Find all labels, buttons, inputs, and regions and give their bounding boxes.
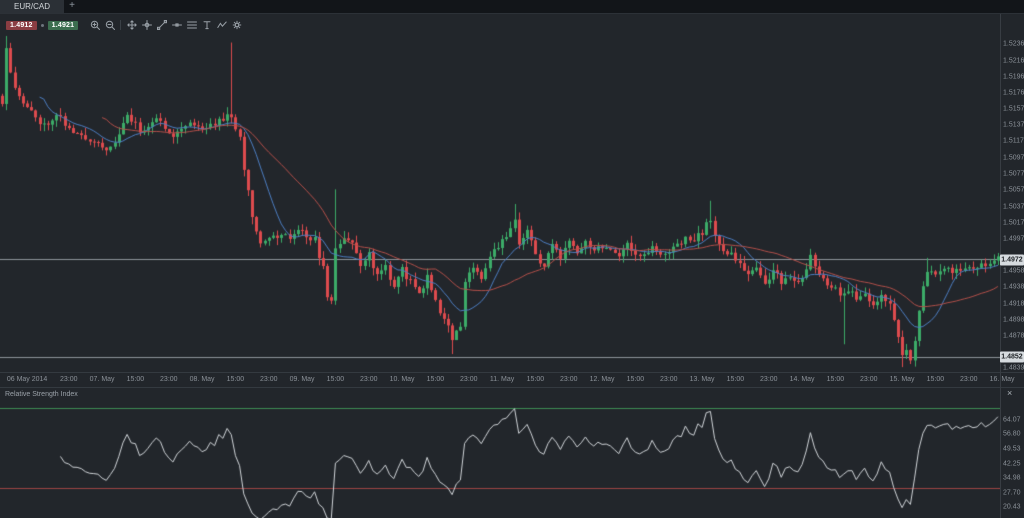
time-axis-label: 14. May bbox=[789, 376, 815, 383]
time-axis-label: 23:00 bbox=[660, 376, 678, 383]
price-axis-label: 1.5196 bbox=[1003, 73, 1024, 81]
time-axis-label: 15:00 bbox=[526, 376, 545, 383]
time-axis-label: 10. May bbox=[389, 376, 415, 383]
time-axis-label: 06 May 2014 bbox=[6, 376, 48, 383]
chart-tab-bar: EUR/CAD + bbox=[0, 0, 1024, 14]
time-axis-label: 13. May bbox=[689, 376, 715, 383]
ask-price-badge[interactable]: 1.4921 bbox=[47, 20, 79, 30]
indicators-icon[interactable] bbox=[215, 19, 228, 31]
time-axis-label: 23:00 bbox=[460, 376, 478, 383]
time-axis-label: 15:00 bbox=[926, 376, 945, 383]
settings-icon[interactable] bbox=[230, 19, 243, 31]
rsi-axis-label: 56.80 bbox=[1003, 430, 1021, 438]
time-axis-label: 15:00 bbox=[626, 376, 645, 383]
time-axis-label: 15:00 bbox=[126, 376, 145, 383]
price-axis-label: 1.4839 bbox=[1003, 364, 1024, 372]
price-axis-label: 1.5017 bbox=[1003, 219, 1024, 227]
zoom-out-icon[interactable] bbox=[103, 19, 116, 31]
price-axis-label: 1.5216 bbox=[1003, 57, 1024, 64]
time-axis-label: 15:00 bbox=[226, 376, 245, 383]
time-axis-label: 12. May bbox=[589, 376, 615, 383]
bid-price-badge[interactable]: 1.4912 bbox=[6, 20, 37, 30]
price-axis-label: 1.5057 bbox=[1003, 186, 1024, 194]
price-axis-label: 1.5137 bbox=[1003, 121, 1024, 129]
rsi-axis-label: 34.98 bbox=[1003, 474, 1021, 482]
price-axis-label: 1.5176 bbox=[1003, 89, 1024, 97]
price-axis-label: 1.4878 bbox=[1003, 332, 1024, 340]
fibonacci-icon[interactable] bbox=[185, 19, 198, 31]
price-axis-label: 1.4958 bbox=[1003, 267, 1024, 275]
rsi-close-button[interactable]: × bbox=[1007, 388, 1013, 398]
time-axis-label: 11. May bbox=[489, 376, 515, 383]
rsi-title: Relative Strength Index bbox=[5, 391, 78, 398]
price-axis-label: 1.5236 bbox=[1003, 40, 1024, 48]
crosshair-icon[interactable] bbox=[140, 19, 153, 31]
rsi-axis-label: 42.25 bbox=[1003, 460, 1021, 467]
rsi-axis-label: 20.43 bbox=[1003, 503, 1021, 511]
time-axis-label: 23:00 bbox=[860, 376, 878, 383]
chart-toolbar-tools bbox=[88, 19, 243, 31]
time-axis-label: 15:00 bbox=[826, 376, 845, 383]
price-axis-label: 1.5117 bbox=[1003, 137, 1024, 145]
spread-dot-icon bbox=[40, 23, 44, 27]
horizontal-line-icon[interactable] bbox=[170, 19, 183, 31]
price-axis-label: 1.4938 bbox=[1003, 283, 1024, 291]
price-axis[interactable]: 1.5236 1.5216 1.5196 1.5176 1.5157 1.5137 1.51… bbox=[1001, 14, 1024, 372]
rsi-axis-label: 27.70 bbox=[1003, 489, 1021, 497]
time-axis-label: 08. May bbox=[189, 376, 215, 383]
time-axis-label: 15:00 bbox=[726, 376, 745, 383]
time-axis-label: 23:00 bbox=[960, 376, 978, 383]
price-axis-label: 1.5097 bbox=[1003, 154, 1024, 161]
time-axis-label: 23:00 bbox=[560, 376, 578, 383]
pan-icon[interactable] bbox=[125, 19, 138, 31]
price-chart-canvas[interactable] bbox=[0, 14, 1000, 372]
time-axis-label: 23:00 bbox=[760, 376, 778, 383]
rsi-axis[interactable]: 64.07 56.80 49.53 42.25 34.98 27.70 20.43 bbox=[1001, 388, 1024, 518]
text-tool-icon[interactable] bbox=[200, 19, 213, 31]
time-axis-label: 09. May bbox=[289, 376, 315, 383]
time-axis-label: 23:00 bbox=[160, 376, 178, 383]
current-price-badge: 1.4972 bbox=[1000, 254, 1024, 265]
time-axis-label: 23:00 bbox=[360, 376, 378, 383]
rsi-axis-label: 49.53 bbox=[1003, 445, 1021, 453]
price-level-badge: 1.4852 bbox=[1000, 351, 1024, 363]
price-axis-label: 1.5037 bbox=[1003, 203, 1024, 210]
rsi-axis-label: 64.07 bbox=[1003, 416, 1021, 424]
axis-separator bbox=[1000, 14, 1001, 518]
time-axis-label: 15. May bbox=[889, 376, 915, 383]
time-axis-label: 07. May bbox=[89, 376, 115, 383]
price-axis-label: 1.5157 bbox=[1003, 105, 1024, 113]
toolbar-separator bbox=[120, 20, 122, 30]
chart-tab-label: EUR/CAD bbox=[14, 2, 51, 11]
chart-tab-eurcad[interactable]: EUR/CAD bbox=[0, 0, 65, 13]
time-axis[interactable]: 06 May 2014 23:00 07. May 15:00 23:00 08. May… bbox=[0, 372, 1024, 388]
price-axis-label: 1.5077 bbox=[1003, 170, 1024, 178]
time-axis-label: 23:00 bbox=[260, 376, 278, 383]
trendline-icon[interactable] bbox=[155, 19, 168, 31]
new-tab-button[interactable]: + bbox=[69, 0, 75, 11]
zoom-in-icon[interactable] bbox=[88, 19, 101, 31]
price-axis-label: 1.4997 bbox=[1003, 235, 1024, 243]
chart-toolbar: 1.4912 1.4921 bbox=[6, 19, 243, 31]
rsi-canvas[interactable] bbox=[0, 388, 1000, 518]
time-axis-label: 15:00 bbox=[426, 376, 445, 383]
price-axis-label: 1.4898 bbox=[1003, 316, 1024, 324]
time-axis-label: 15:00 bbox=[326, 376, 345, 383]
time-axis-label: 16. May bbox=[989, 376, 1015, 383]
time-axis-label: 23:00 bbox=[60, 376, 78, 383]
price-axis-label: 1.4918 bbox=[1003, 300, 1024, 307]
